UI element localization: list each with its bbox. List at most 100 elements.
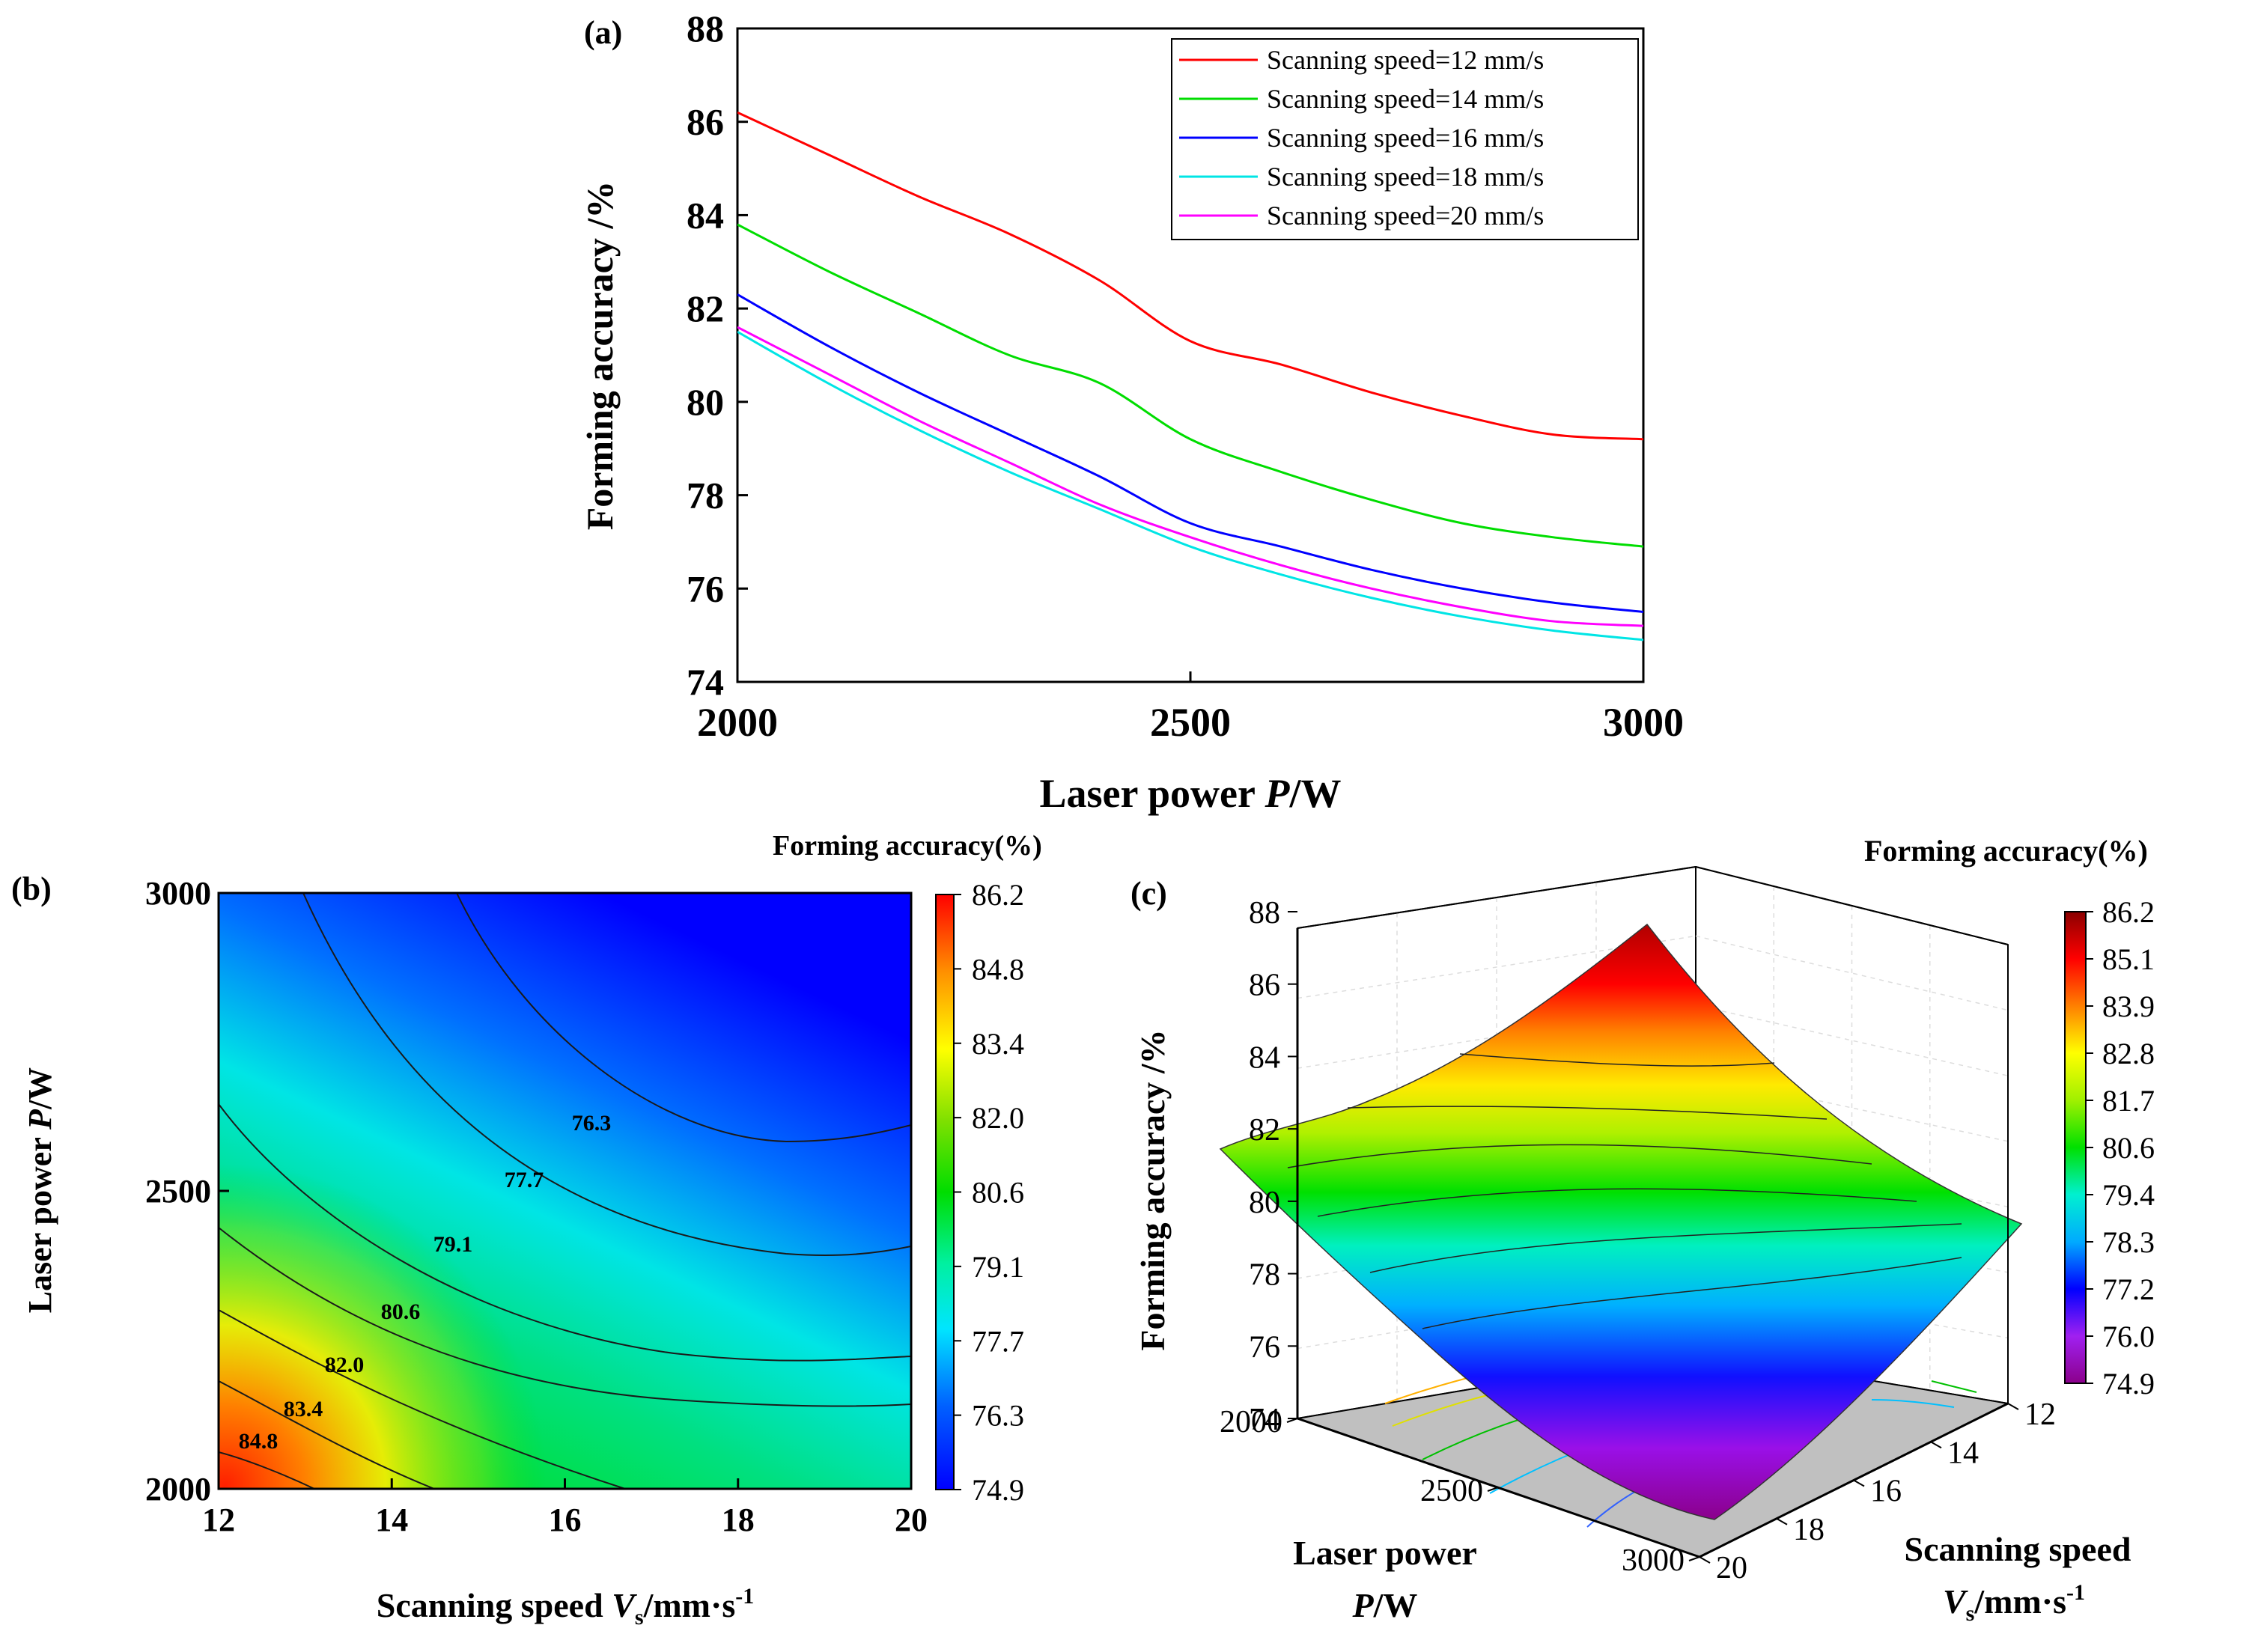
surface-contour [1422,1257,1962,1329]
contour-line [302,893,911,1256]
panel-a-label: (a) [584,14,622,51]
surface-contour [1369,1223,1962,1273]
box-top-left [1297,866,1696,929]
contour-line [219,1380,435,1489]
panel-c-v-axis: 12 14 16 18 20 [1699,1398,2056,1585]
v-tick [1776,1517,1788,1525]
x-tick-label: 2500 [1150,700,1231,745]
panel-b-y-label: Laser power P/W [22,1067,58,1313]
colorbar-tick-label: 74.9 [2102,1367,2155,1400]
panel-c-p-label-line2: P/W [1352,1586,1418,1624]
surface-patch [1219,923,2023,1520]
y-tick-label: 88 [687,7,724,49]
colorbar-tick-label: 85.1 [2102,942,2155,976]
panel-a-x-label-unit: /W [1288,771,1341,816]
panel-a-y-label: Forming accuracy /% [579,181,621,531]
colorbar-tick-label: 83.4 [972,1027,1024,1061]
y-tick-label: 84 [687,194,724,236]
contour-line [219,1103,911,1362]
panel-c-v-label-sup: -1 [2066,1580,2085,1605]
legend-label: Scanning speed=16 mm/s [1267,123,1544,153]
x-tick-label: 16 [549,1502,582,1538]
v-tick [1853,1479,1865,1487]
legend-label: Scanning speed=14 mm/s [1267,84,1544,114]
x-tick-label: 12 [202,1502,235,1538]
y-tick-label: 2500 [145,1173,211,1210]
panel-c-v-label-line2: Vs/mm·s-1 [1943,1580,2085,1626]
surface-contour [1459,1053,1775,1067]
legend-label: Scanning speed=20 mm/s [1267,201,1544,231]
panel-b: (b) Forming accuracy(%) 84.883.482.080.6… [11,830,1042,1630]
contour-label: 80.6 [381,1299,421,1324]
panel-b-x-label: Scanning speed Vs/mm·s-1 [377,1584,754,1630]
panel-b-y-label-text: Laser power [22,1130,58,1313]
colorbar-tick-label: 84.8 [972,952,1024,986]
legend-label: Scanning speed=12 mm/s [1267,45,1544,75]
panel-b-colorbar-title: Forming accuracy(%) [773,830,1042,862]
panel-c-colorbar-ticks: 86.2 85.1 83.9 82.8 81.7 80.6 79.4 78.3 77.2 76.0… [2086,895,2155,1400]
z-tick-label: 88 [1249,896,1280,930]
y-tick-label: 2000 [145,1471,211,1508]
y-tick-label: 82 [687,287,724,329]
colorbar-tick-label: 76.3 [972,1399,1024,1433]
contour-label: 83.4 [284,1397,323,1421]
legend-label: Scanning speed=18 mm/s [1267,162,1544,192]
panel-c-v-label-unit: /mm·s [1974,1582,2066,1621]
colorbar-tick-label: 81.7 [2102,1084,2155,1118]
response-surface [1219,923,2023,1520]
contour-label: 84.8 [239,1429,279,1454]
x-tick-label: 2000 [697,700,778,745]
contour-label: 77.7 [505,1168,544,1192]
panel-b-heatmap: 84.883.482.0 80.6 79.1 77.7 76.3 [219,893,911,1489]
contour-label: 79.1 [433,1232,473,1257]
colorbar-tick-label: 83.9 [2102,990,2155,1023]
z-tick-label: 84 [1249,1040,1280,1075]
surface-contour [1347,1106,1828,1120]
panel-c-p-label-symbol: P [1352,1586,1375,1624]
v-tick-label: 20 [1716,1551,1747,1585]
p-tick [1487,1487,1499,1492]
panel-b-x-label-text: Scanning speed [377,1586,612,1624]
panel-a-x-label: Laser power P/W [1040,771,1342,816]
y-tick-label: 74 [687,661,724,703]
v-tick [1930,1441,1942,1449]
series-line-18 [737,331,1643,641]
x-tick-label: 18 [722,1502,755,1538]
colorbar-tick-label: 86.2 [2102,895,2155,929]
series-line-16 [737,293,1643,613]
panel-b-x-axis: 12 14 16 18 20 [202,1478,928,1538]
z-tick-label: 76 [1249,1330,1280,1365]
surface-contour [1317,1188,1917,1217]
z-tick-label: 82 [1249,1113,1280,1147]
contour-line [456,893,911,1143]
colorbar-tick-label: 78.3 [2102,1225,2155,1259]
panel-c-colorbar-title: Forming accuracy(%) [1864,834,2148,868]
panel-b-x-label-symbol: V [612,1586,637,1624]
panel-a: (a) 74 76 78 80 82 84 86 88 2000 2500 3000 Formin… [579,7,1684,816]
z-tick-label: 78 [1249,1258,1280,1293]
colorbar-tick-label: 82.8 [2102,1037,2155,1070]
contour-line [219,1451,315,1489]
colorbar-tick-label: 80.6 [972,1176,1024,1210]
x-tick-label: 3000 [1603,700,1684,745]
panel-a-plot-area [737,111,1643,641]
floor-contour [1871,1399,1955,1408]
contour-line [219,1309,626,1489]
panel-c: (c) Forming accuracy(%) 74 76 78 80 82 84 86 88… [1130,834,2155,1626]
x-tick-label: 14 [375,1502,408,1538]
panel-a-x-label-symbol: P [1264,771,1290,816]
z-tick-label: 74 [1249,1403,1280,1437]
series-line-12 [737,111,1643,441]
panel-c-label: (c) [1130,875,1167,912]
p-tick [1688,1556,1700,1561]
colorbar-tick-label: 74.9 [972,1473,1024,1507]
colorbar-tick-label: 77.2 [2102,1272,2155,1306]
panel-b-y-label-symbol: P [22,1109,58,1130]
y-tick-label: 86 [687,101,724,143]
x-tick-label: 20 [895,1502,928,1538]
floor-contour [1931,1380,1977,1393]
series-line-14 [737,223,1643,548]
panel-b-colorbar-ticks: 86.2 84.8 83.4 82.0 80.6 79.1 77.7 76.3 74.9 [954,878,1024,1507]
p-tick-label: 3000 [1622,1543,1685,1578]
panel-c-z-axis: 74 76 78 80 82 84 86 88 [1249,896,1297,1437]
